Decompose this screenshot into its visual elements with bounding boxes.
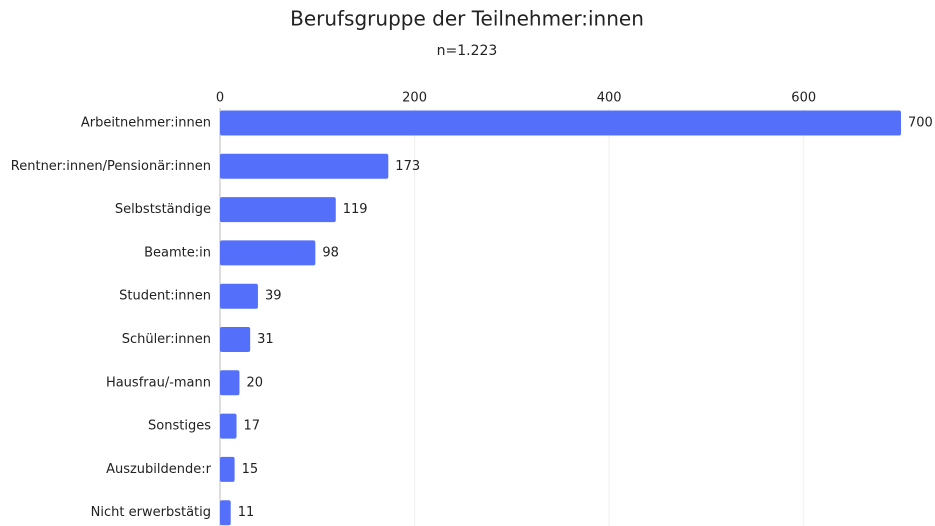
data-label: 15	[242, 462, 259, 477]
x-tick-label: 0	[216, 91, 224, 106]
data-label: 17	[244, 419, 261, 434]
y-tick-label: Rentner:innen/Pensionär:innen	[11, 159, 211, 174]
y-tick-label: Hausfrau/-mann	[106, 375, 211, 390]
y-tick-label: Arbeitnehmer:innen	[81, 116, 211, 131]
bar	[220, 327, 251, 352]
chart-subtitle: n=1.223	[437, 43, 498, 59]
data-label: 20	[246, 375, 263, 390]
data-label: 700	[908, 116, 933, 131]
bar	[220, 456, 235, 482]
x-tick-label: 200	[402, 91, 427, 106]
bar	[220, 110, 901, 136]
bar	[220, 283, 258, 309]
bar	[220, 370, 240, 396]
chart-title: Berufsgruppe der Teilnehmer:innen	[290, 7, 644, 31]
y-tick-label: Student:innen	[119, 289, 211, 304]
bar	[220, 153, 389, 179]
data-label: 119	[343, 202, 368, 217]
bar	[220, 197, 336, 223]
bar	[220, 500, 231, 526]
bar	[220, 413, 237, 439]
y-tick-label: Nicht erwerbstätig	[91, 505, 211, 520]
data-label: 11	[238, 505, 255, 520]
y-tick-label: Sonstiges	[148, 419, 211, 434]
y-tick-label: Beamte:in	[144, 245, 211, 260]
data-label: 173	[395, 159, 420, 174]
y-tick-label: Selbstständige	[115, 202, 211, 217]
data-label: 98	[322, 245, 339, 260]
data-label: 31	[257, 332, 274, 347]
data-label: 39	[265, 289, 282, 304]
x-tick-label: 400	[597, 91, 622, 106]
x-tick-label: 600	[791, 91, 816, 106]
bar	[220, 240, 316, 266]
y-tick-label: Schüler:innen	[122, 332, 211, 347]
y-tick-label: Auszubildende:r	[106, 462, 212, 477]
